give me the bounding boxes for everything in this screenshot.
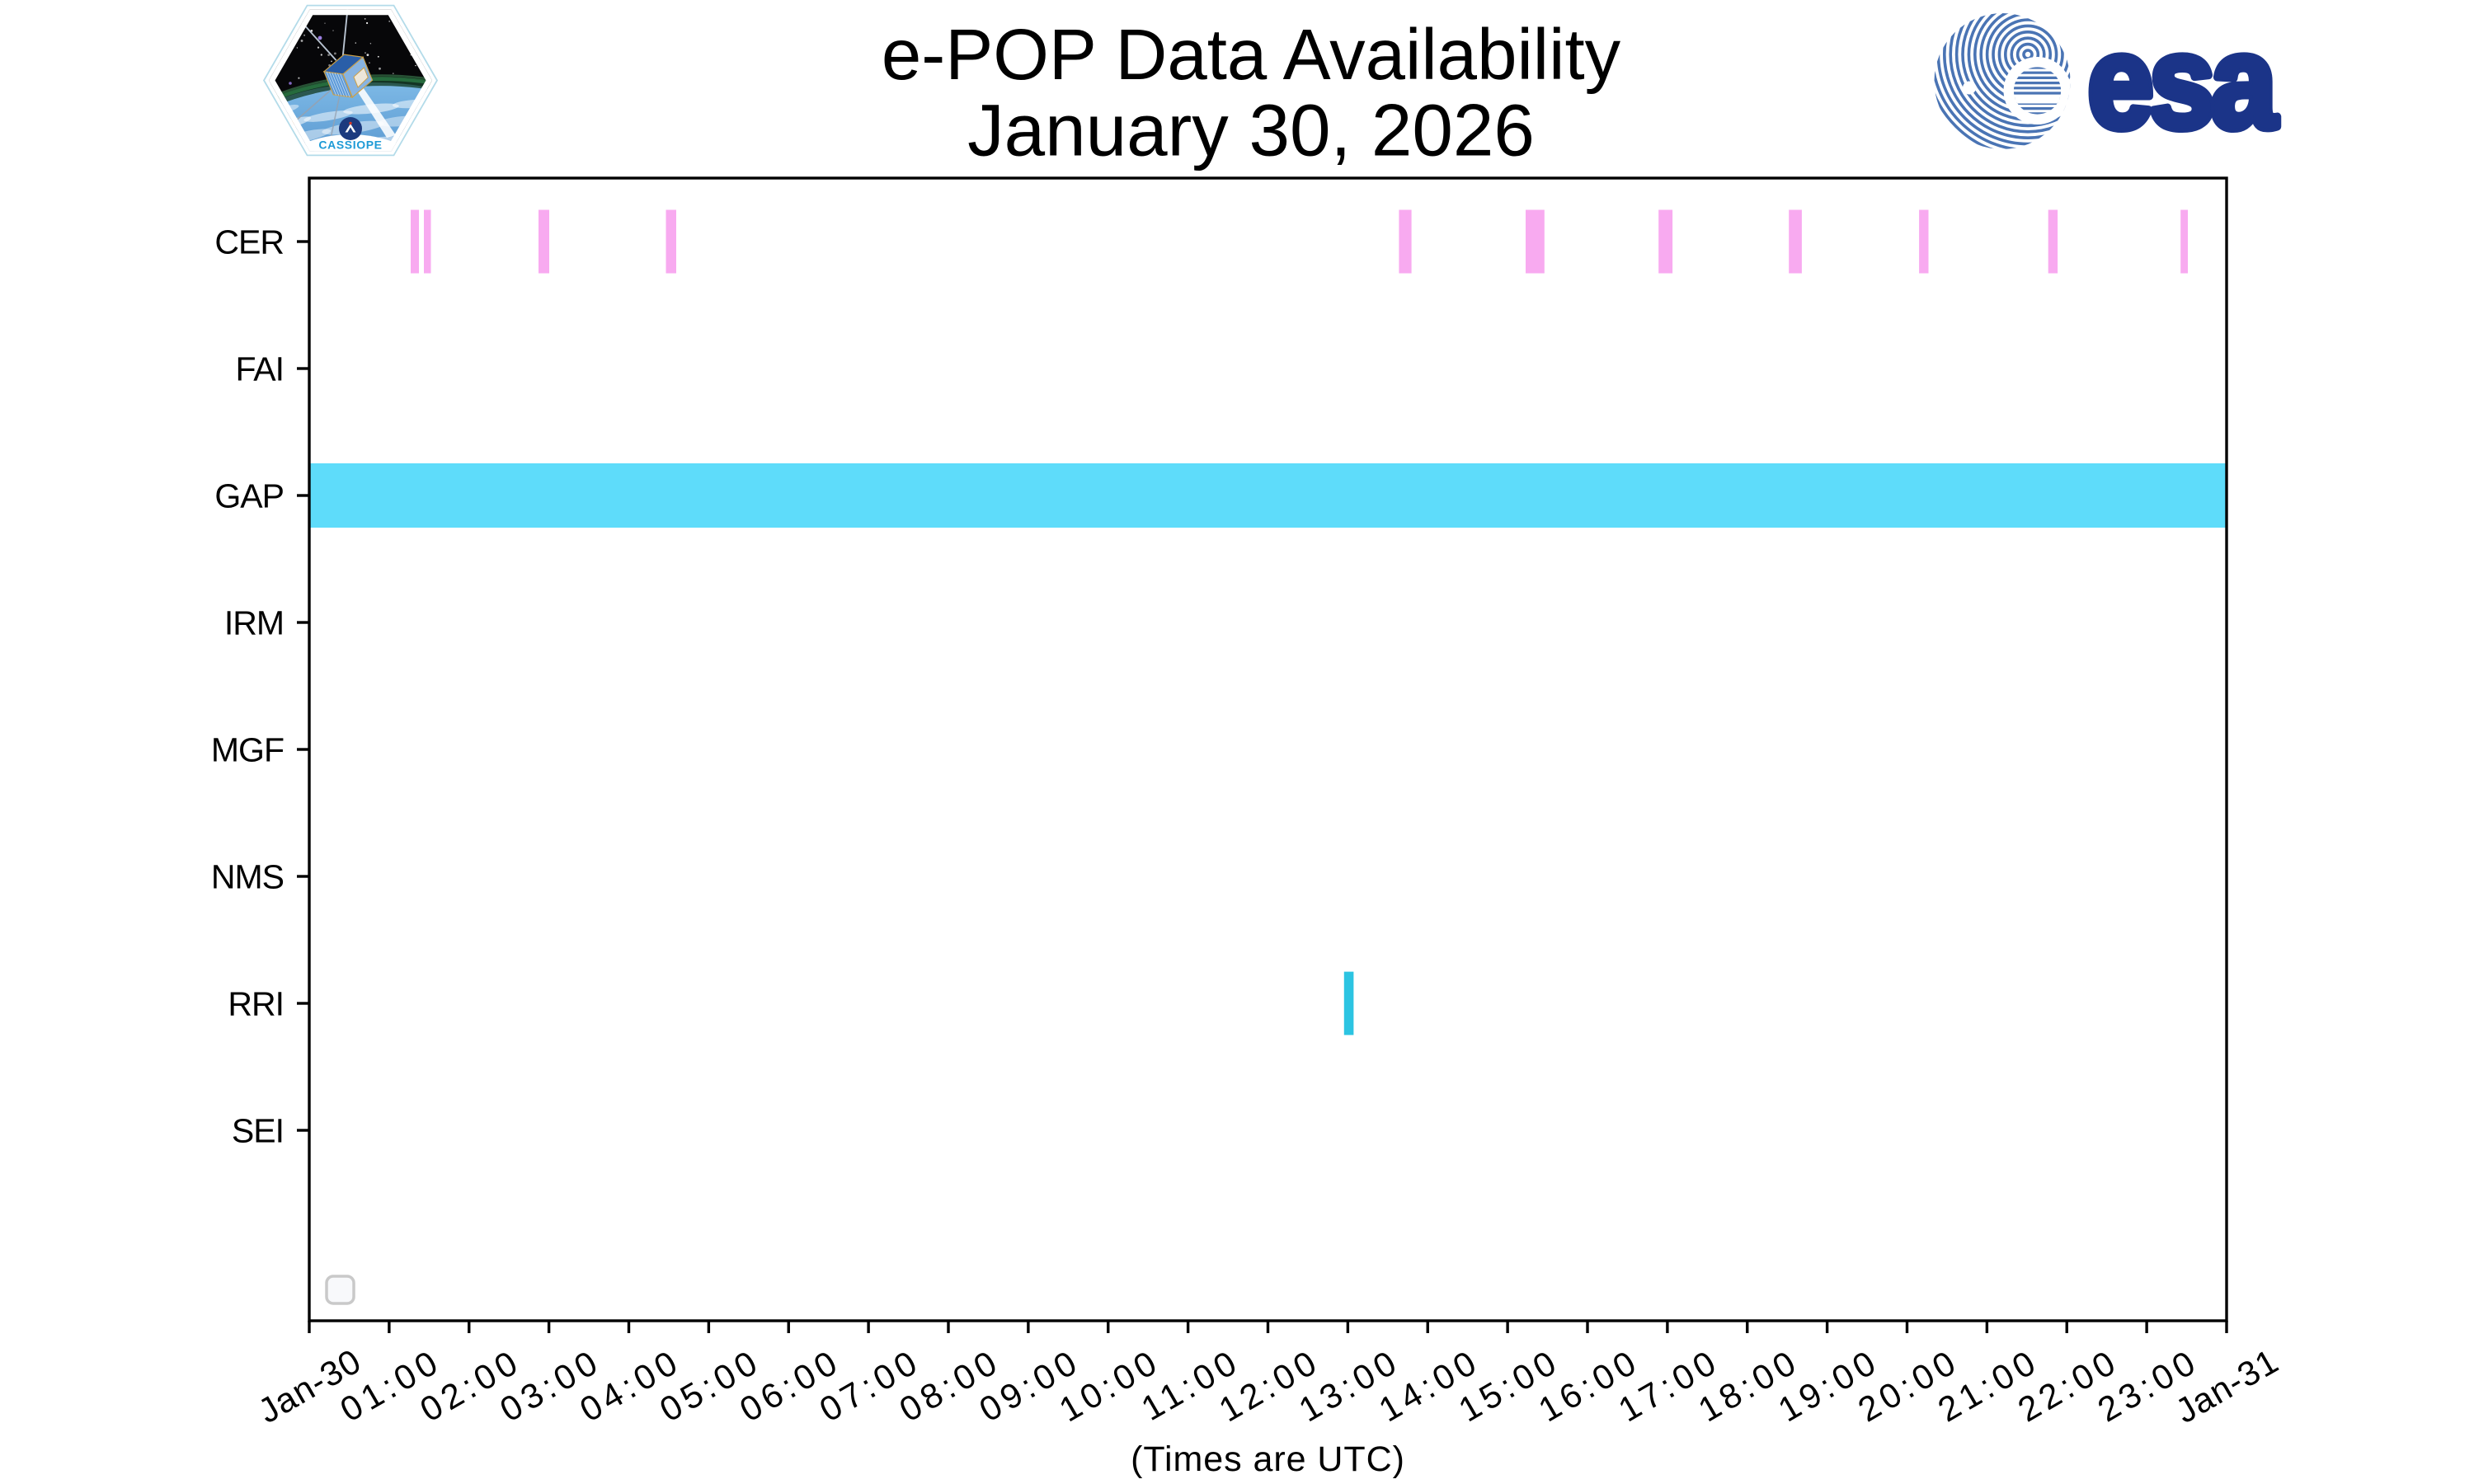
svg-text:NMS: NMS xyxy=(211,857,284,895)
svg-text:MGF: MGF xyxy=(211,730,284,768)
svg-text:CER: CER xyxy=(214,223,284,261)
svg-text:IRM: IRM xyxy=(224,603,284,641)
svg-text:GAP: GAP xyxy=(214,477,284,514)
svg-text:CASSIOPE: CASSIOPE xyxy=(318,139,382,152)
svg-text:FAI: FAI xyxy=(235,350,284,387)
svg-text:esa: esa xyxy=(2087,8,2278,156)
svg-text:(Times are UTC): (Times are UTC) xyxy=(1131,1439,1405,1479)
svg-text:e-POP Data Availability: e-POP Data Availability xyxy=(882,15,1621,95)
svg-text:RRI: RRI xyxy=(228,984,284,1022)
svg-text:January 30, 2026: January 30, 2026 xyxy=(967,89,1535,171)
svg-text:SEI: SEI xyxy=(232,1111,284,1149)
